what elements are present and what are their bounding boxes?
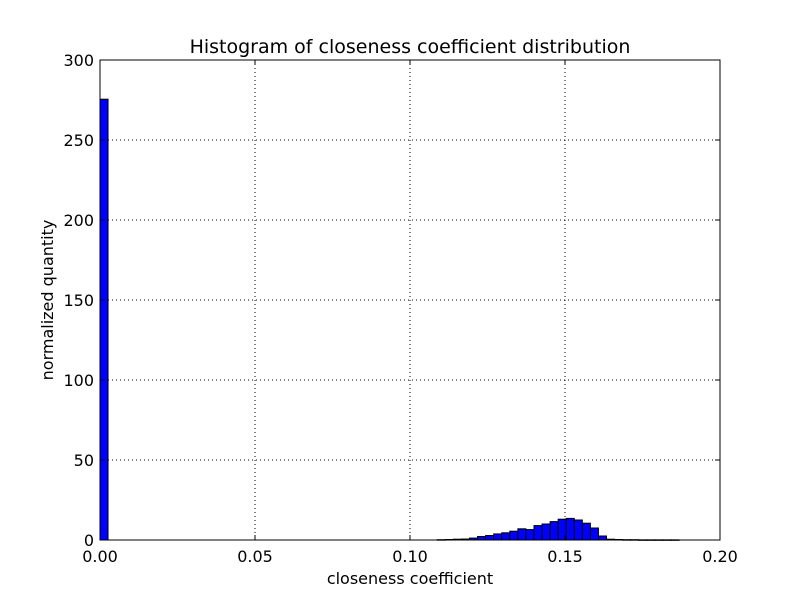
histogram-bar <box>541 523 551 541</box>
histogram-bar <box>581 522 591 541</box>
histogram-bar <box>501 532 511 541</box>
y-tick-label: 50 <box>74 451 94 470</box>
histogram-bar <box>509 530 519 541</box>
axis-ticks <box>99 59 721 541</box>
y-axis-label: normalized quantity <box>38 220 57 381</box>
x-tick-label: 0.10 <box>392 547 428 566</box>
histogram-bar <box>573 519 583 541</box>
histogram-bar <box>517 528 527 541</box>
x-tick-label: 0.05 <box>237 547 273 566</box>
x-tick-labels: 0.00 0.05 0.10 0.15 0.20 <box>82 547 738 566</box>
x-tick-label: 0.00 <box>82 547 118 566</box>
grid-lines <box>100 60 720 540</box>
histogram-bars <box>99 98 680 541</box>
y-tick-label: 250 <box>63 131 94 150</box>
histogram-bar <box>597 535 608 541</box>
histogram-bar <box>589 527 599 541</box>
histogram-bar <box>493 533 503 541</box>
histogram-bar <box>99 98 109 541</box>
histogram-bar <box>533 525 543 541</box>
histogram-bar <box>549 521 559 541</box>
histogram-bar <box>485 535 495 541</box>
chart-title: Histogram of closeness coefficient distr… <box>190 36 631 58</box>
y-tick-label: 150 <box>63 291 94 310</box>
y-tick-label: 100 <box>63 371 94 390</box>
histogram-bar <box>477 535 487 541</box>
histogram-bar <box>525 529 535 541</box>
x-tick-label: 0.15 <box>547 547 583 566</box>
x-axis-label: closeness coefficient <box>327 569 493 588</box>
histogram-bar <box>565 517 575 541</box>
y-tick-labels: 0 50 100 150 200 250 300 <box>63 51 94 550</box>
y-tick-label: 300 <box>63 51 94 70</box>
y-tick-label: 0 <box>84 531 94 550</box>
x-tick-label: 0.20 <box>702 547 738 566</box>
y-tick-label: 200 <box>63 211 94 230</box>
